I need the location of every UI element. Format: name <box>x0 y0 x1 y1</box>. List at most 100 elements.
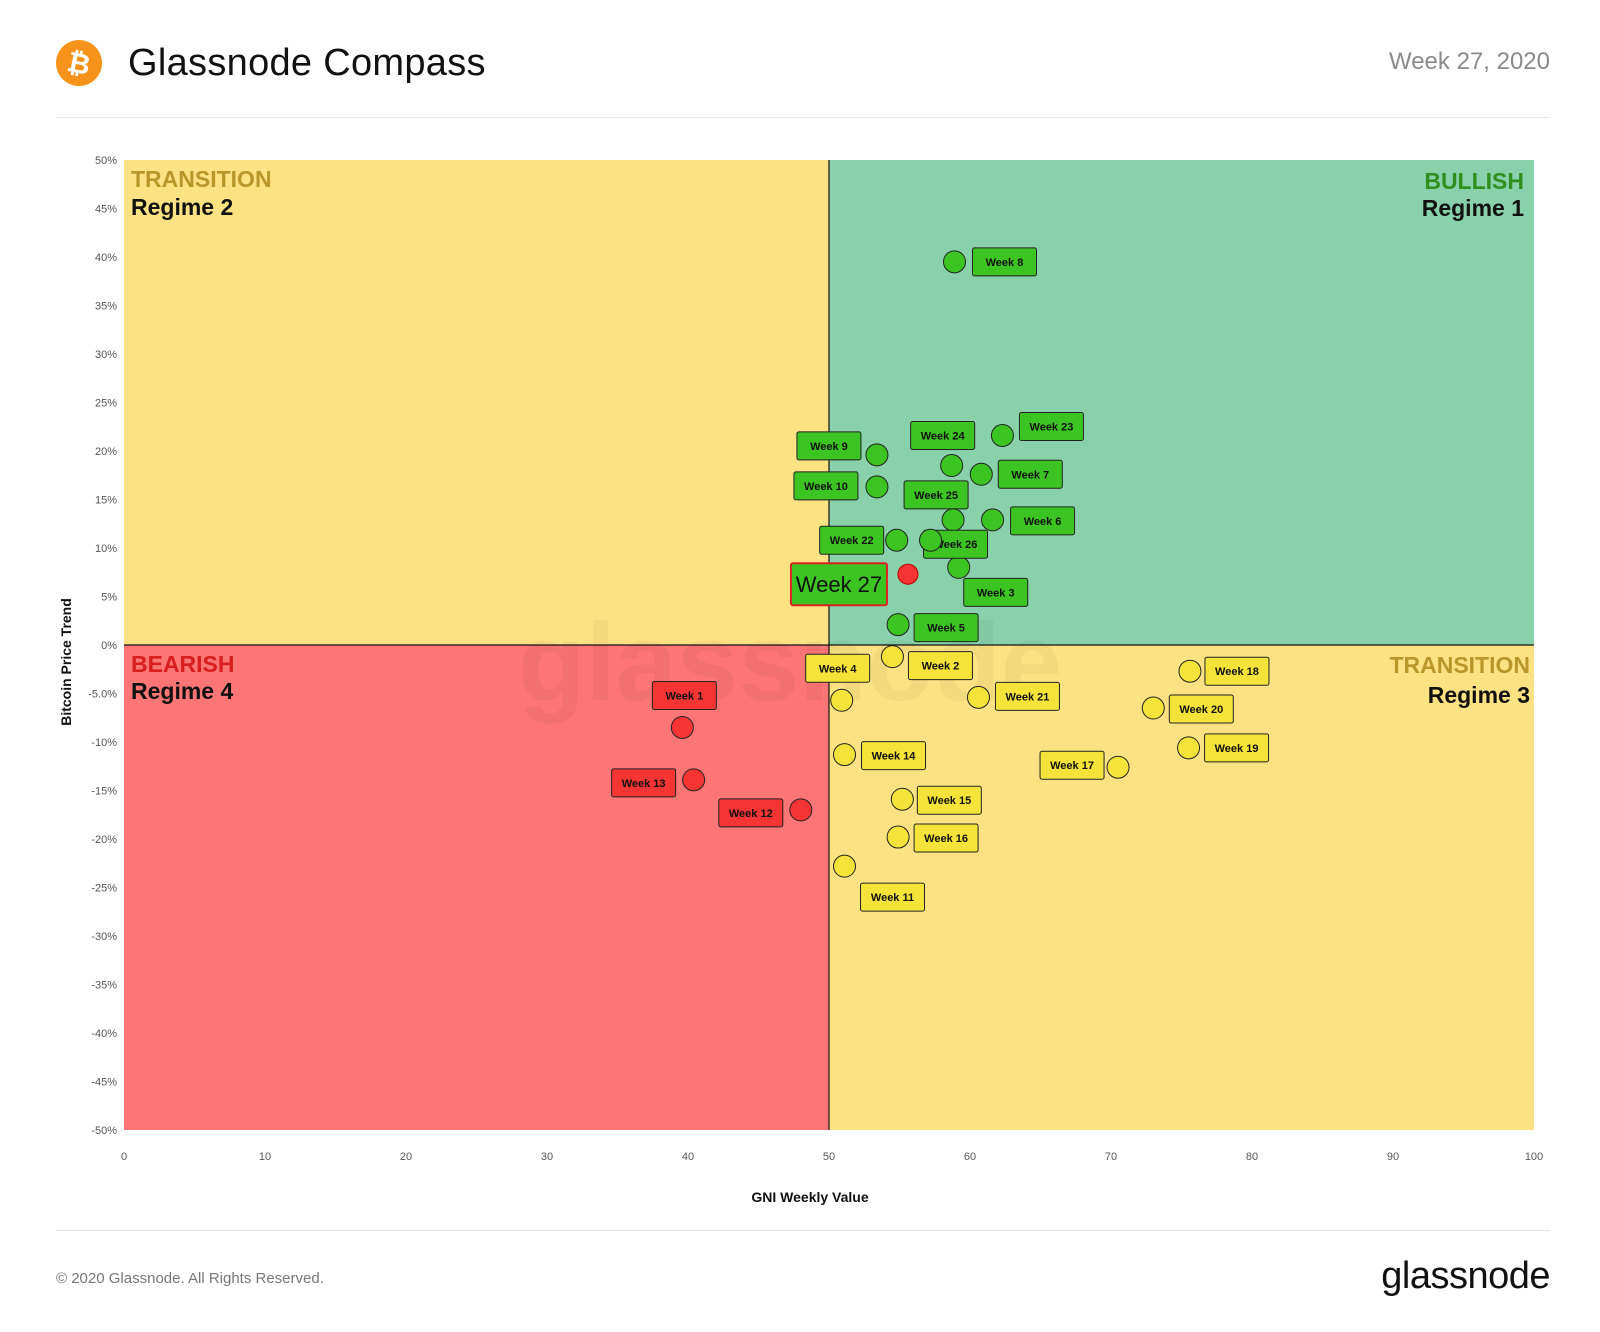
data-point-week-26 <box>919 528 943 552</box>
quadrant-regime-top-right: Regime 1 <box>1422 195 1524 221</box>
data-point-week-17 <box>1106 755 1130 779</box>
data-point-week-14 <box>833 743 857 767</box>
x-tick-label: 50 <box>823 1151 835 1163</box>
data-point-week-2 <box>880 645 904 669</box>
x-tick-label: 80 <box>1246 1151 1258 1163</box>
data-point-week-16 <box>886 825 910 849</box>
label-text-week-24: Week 24 <box>921 431 966 443</box>
label-text-week-10: Week 10 <box>804 481 848 493</box>
y-tick-label: -50% <box>91 1125 117 1137</box>
x-tick-label: 20 <box>400 1151 412 1163</box>
quadrant-bottom-right <box>829 645 1534 1130</box>
label-box-week-23 <box>1018 411 1084 441</box>
quadrant-top-left <box>124 160 829 645</box>
header: ₿ Glassnode Compass Week 27, 2020 <box>56 38 1550 88</box>
label-text-week-4: Week 4 <box>819 663 858 675</box>
y-tick-label: 10% <box>95 543 117 555</box>
label-box-week-9 <box>796 431 862 461</box>
data-point-week-15 <box>890 787 914 811</box>
label-text-week-13: Week 13 <box>622 778 666 790</box>
label-box-week-16 <box>913 823 979 853</box>
label-text-week-3: Week 3 <box>977 587 1015 599</box>
label-box-week-17 <box>1039 750 1105 780</box>
label-text-week-15: Week 15 <box>927 795 971 807</box>
copyright-text: © 2020 Glassnode. All Rights Reserved. <box>56 1270 324 1287</box>
label-text-week-27: Week 27 <box>796 572 882 597</box>
data-point-week-8 <box>942 250 966 274</box>
label-text-week-2: Week 2 <box>922 661 960 673</box>
label-box-week-18 <box>1204 656 1270 686</box>
y-tick-label: 40% <box>95 252 117 264</box>
x-tick-label: 30 <box>541 1151 553 1163</box>
label-box-week-7 <box>997 459 1063 489</box>
label-text-week-1: Week 1 <box>666 690 704 702</box>
y-tick-label: -45% <box>91 1077 117 1089</box>
y-tick-label: 20% <box>95 446 117 458</box>
quadrant-top-right <box>829 160 1534 645</box>
label-text-week-17: Week 17 <box>1050 760 1094 772</box>
data-point-week-12 <box>789 798 813 822</box>
footer-divider <box>56 1230 1550 1231</box>
week-label: Week 27, 2020 <box>1388 48 1550 75</box>
label-text-week-16: Week 16 <box>924 833 968 845</box>
data-point-week-20 <box>1141 696 1165 720</box>
label-box-week-6 <box>1010 506 1076 536</box>
data-point-week-3 <box>947 555 971 579</box>
label-box-week-4 <box>805 653 871 683</box>
label-text-week-14: Week 14 <box>872 751 917 763</box>
label-box-week-3 <box>963 577 1029 607</box>
quadrant-name-bottom-left: BEARISH <box>131 651 235 677</box>
label-box-week-15 <box>916 785 982 815</box>
label-text-week-26: Week 26 <box>934 539 978 551</box>
quadrant-name-top-left: TRANSITION <box>131 166 272 192</box>
x-axis-title: GNI Weekly Value <box>751 1189 868 1205</box>
label-text-week-6: Week 6 <box>1024 516 1062 528</box>
label-box-week-1 <box>651 680 717 710</box>
label-box-week-11 <box>860 882 926 912</box>
y-tick-label: 30% <box>95 349 117 361</box>
data-point-week-5 <box>886 613 910 637</box>
y-tick-label: -40% <box>91 1028 117 1040</box>
data-point-week-6 <box>981 508 1005 532</box>
y-tick-label: 50% <box>95 155 117 167</box>
x-tick-label: 40 <box>682 1151 694 1163</box>
y-tick-label: -5.0% <box>88 689 117 701</box>
label-box-week-24 <box>910 421 976 451</box>
label-text-week-12: Week 12 <box>729 808 773 820</box>
data-point-week-19 <box>1177 736 1201 760</box>
quadrant-name-top-right: BULLISH <box>1424 168 1524 194</box>
data-point-week-4 <box>830 688 854 712</box>
data-point-week-25 <box>941 508 965 532</box>
label-text-week-5: Week 5 <box>927 623 965 635</box>
quadrant-regime-bottom-left: Regime 4 <box>131 678 233 704</box>
compass-chart: glassnode 0 10 20 30 40 50 60 70 80 90 10050%45%40… <box>58 155 1543 1205</box>
data-point-week-24 <box>940 454 964 478</box>
x-tick-label: 100 <box>1525 1151 1543 1163</box>
label-box-week-19 <box>1204 733 1270 763</box>
label-text-week-9: Week 9 <box>810 441 848 453</box>
label-box-week-13 <box>611 768 677 798</box>
data-point-week-11 <box>833 854 857 878</box>
label-box-week-8 <box>971 247 1037 277</box>
label-text-week-19: Week 19 <box>1215 743 1259 755</box>
quadrant-regime-top-left: Regime 2 <box>131 194 233 220</box>
y-tick-label: -35% <box>91 980 117 992</box>
data-point-week-18 <box>1178 659 1202 683</box>
y-tick-label: -15% <box>91 786 117 798</box>
label-box-week-14 <box>861 741 927 771</box>
label-text-week-25: Week 25 <box>914 490 958 502</box>
data-point-week-22 <box>885 528 909 552</box>
y-tick-label: -25% <box>91 883 117 895</box>
data-point-week-21 <box>966 685 990 709</box>
data-point-week-13 <box>682 768 706 792</box>
y-tick-label: -10% <box>91 737 117 749</box>
x-tick-label: 70 <box>1105 1151 1117 1163</box>
label-box-week-5 <box>913 613 979 643</box>
y-tick-label: 0% <box>101 640 117 652</box>
label-box-week-21 <box>994 681 1060 711</box>
brand-logo: glassnode <box>1381 1255 1550 1297</box>
x-tick-label: 90 <box>1387 1151 1399 1163</box>
label-text-week-21: Week 21 <box>1006 691 1050 703</box>
data-point-week-27 <box>897 563 919 585</box>
y-tick-label: 35% <box>95 301 117 313</box>
